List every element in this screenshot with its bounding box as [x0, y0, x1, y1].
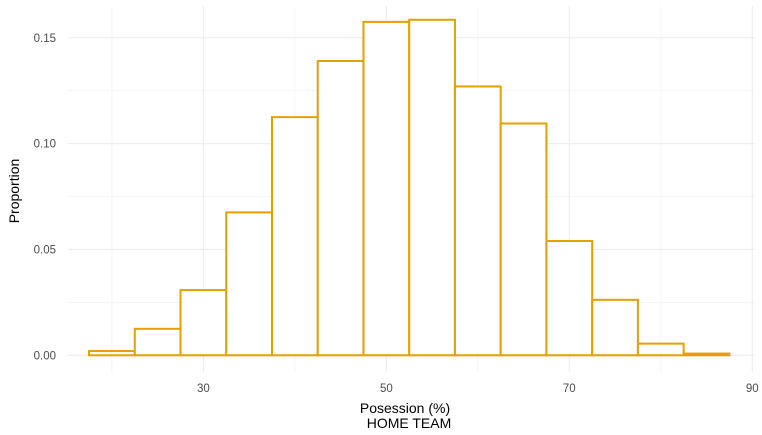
- histogram-bar-12: [636, 342, 685, 357]
- x-tick-label: 70: [563, 383, 576, 395]
- y-axis-ticks: 0.00 0.05 0.10 0.15: [34, 33, 56, 363]
- histogram-bar-8: [453, 85, 502, 357]
- y-tick-label: 0.00: [34, 350, 56, 362]
- histogram-bar-10: [545, 239, 594, 357]
- histogram-bar-4: [270, 116, 319, 357]
- histogram-bar-7: [408, 18, 456, 357]
- x-tick-label: 50: [380, 383, 393, 395]
- histogram-bar-9: [499, 122, 548, 357]
- histogram-bar-13: [682, 352, 731, 357]
- x-axis-subtitle: HOME TEAM: [367, 415, 452, 431]
- y-tick-label: 0.10: [34, 139, 56, 151]
- y-tick-label: 0.15: [34, 33, 56, 45]
- y-tick-label: 0.05: [34, 244, 56, 256]
- histogram-bar-5: [316, 60, 365, 357]
- histogram-bar-3: [225, 211, 273, 357]
- x-tick-label: 90: [746, 383, 759, 395]
- x-axis-title: Posession (%): [360, 400, 450, 416]
- bars: [88, 18, 731, 357]
- histogram-bar-1: [133, 327, 182, 357]
- x-tick-label: 30: [197, 383, 210, 395]
- x-axis-ticks: 30 50 70 90: [197, 383, 759, 395]
- histogram-bar-0: [88, 350, 136, 357]
- histogram-bar-11: [591, 298, 639, 357]
- y-axis-title: Proportion: [6, 159, 22, 224]
- histogram-bar-6: [362, 20, 411, 357]
- histogram-bar-2: [179, 289, 228, 357]
